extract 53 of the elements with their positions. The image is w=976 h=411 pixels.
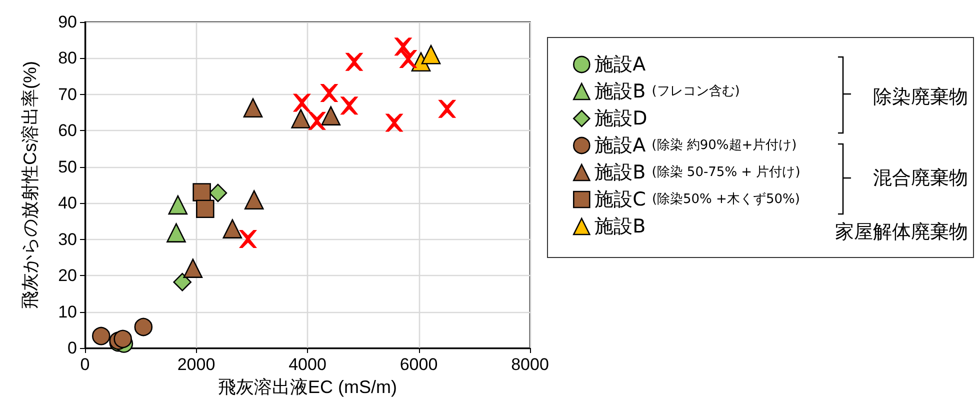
point: [196, 200, 214, 218]
y-tick-label: 40: [58, 194, 77, 213]
y-tick-label: 60: [58, 121, 77, 140]
point: [173, 272, 192, 292]
point: [183, 258, 203, 278]
point: [421, 44, 441, 64]
legend-label: 施設A (除染 約90%超+片付け): [594, 134, 797, 156]
y-tick-label: 0: [68, 338, 77, 358]
point: [320, 84, 338, 102]
y-tick-label: 70: [58, 84, 77, 104]
text: 除染廃棄物: [873, 85, 968, 110]
point: [321, 106, 341, 126]
point: [208, 184, 228, 202]
point: [222, 219, 242, 238]
point: [192, 183, 211, 202]
text: 家屋解体廃棄物: [835, 220, 968, 245]
x-tick-label: 8000: [511, 355, 549, 374]
point: [385, 114, 404, 132]
y-tick-label: 10: [58, 302, 77, 322]
point: [292, 94, 311, 112]
point: [238, 230, 257, 248]
y-tick-label: 50: [58, 157, 77, 176]
point: [345, 52, 364, 71]
point: [134, 318, 153, 336]
point: [438, 100, 456, 118]
point: [291, 109, 310, 128]
y-axis-title: 飛灰からの放射性Cs溶出率(%): [20, 61, 40, 309]
legend-label: 施設A: [594, 54, 646, 76]
point: [394, 38, 412, 56]
point: [166, 223, 186, 242]
legend-label: 施設C (除染50% +木くず50%): [594, 188, 800, 210]
x-tick-label: 6000: [400, 355, 438, 374]
point: [168, 195, 188, 215]
y-tick-label: 80: [58, 48, 77, 68]
x-tick-label: 4000: [288, 355, 326, 374]
y-tick-label: 20: [58, 266, 77, 286]
legend-label: 施設B (除染 50-75% + 片付け): [594, 162, 800, 184]
text: 混合廃棄物: [873, 166, 968, 191]
point: [308, 112, 326, 130]
x-axis-title: 飛灰溶出液EC (mS/m): [218, 377, 397, 397]
legend-label: 施設B: [594, 216, 646, 238]
point: [399, 50, 418, 68]
point: [114, 330, 132, 348]
point: [92, 326, 110, 346]
legend-label: 施設D: [594, 108, 648, 130]
y-tick-label: 90: [58, 12, 77, 32]
y-tick-label: 30: [58, 230, 77, 249]
x-tick-label: 0: [80, 355, 90, 374]
x-tick-label: 2000: [177, 355, 216, 374]
point: [244, 190, 264, 210]
point: [340, 96, 358, 115]
legend-label: 施設B (フレコン含む): [594, 80, 740, 102]
point: [243, 98, 263, 118]
